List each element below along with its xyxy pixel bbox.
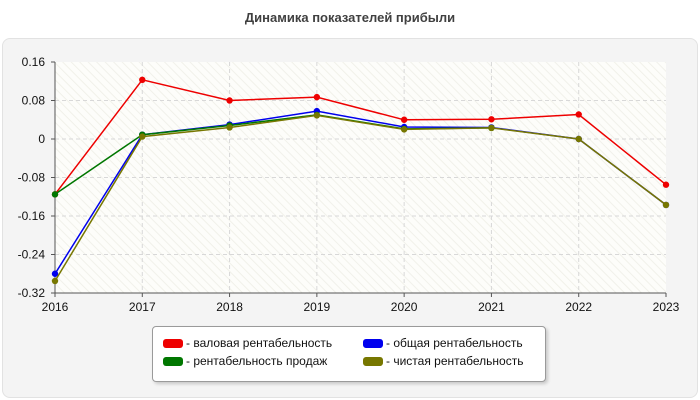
data-point — [226, 97, 233, 104]
y-tick-label: -0.08 — [18, 171, 46, 185]
data-point — [575, 111, 582, 118]
data-point — [51, 277, 59, 285]
data-point — [662, 201, 670, 209]
y-tick-label: 0 — [38, 132, 45, 146]
legend-item: - валовая рентабельность — [163, 335, 332, 351]
data-point — [488, 124, 495, 132]
legend-label: - рентабельность продаж — [186, 354, 328, 368]
y-tick-label: -0.16 — [18, 209, 46, 223]
x-tick-label: 2022 — [565, 300, 592, 314]
data-point — [51, 191, 59, 198]
data-point — [400, 126, 408, 133]
y-tick-label: 0.08 — [22, 94, 46, 108]
axes — [51, 61, 667, 297]
series-1 — [51, 76, 670, 198]
legend-swatch-red — [163, 338, 183, 348]
data-point — [488, 116, 495, 123]
legend: - валовая рентабельность - общая рентабе… — [152, 326, 546, 382]
x-tick-label: 2017 — [129, 300, 156, 314]
legend-item: - общая рентабельность — [363, 335, 523, 351]
y-tick-label: -0.32 — [18, 286, 46, 300]
data-point — [226, 124, 233, 131]
legend-swatch-blue — [363, 338, 383, 348]
legend-swatch-green — [163, 356, 183, 366]
data-point — [139, 76, 146, 84]
legend-label: - чистая рентабельность — [386, 354, 524, 368]
x-tick-label: 2019 — [304, 300, 331, 314]
series-line — [54, 114, 667, 282]
legend-label: - валовая рентабельность — [186, 336, 333, 350]
data-point — [400, 116, 408, 123]
data-point — [313, 112, 321, 119]
data-point — [51, 270, 59, 277]
y-tick-label: 0.16 — [22, 55, 46, 69]
data-point — [139, 133, 146, 140]
series-line — [54, 78, 667, 195]
x-tick-label: 2018 — [216, 300, 243, 314]
legend-item: - рентабельность продаж — [163, 353, 327, 369]
data-point — [575, 135, 582, 143]
data-point — [662, 181, 670, 188]
legend-label: - общая рентабельность — [386, 336, 523, 350]
series-lines — [51, 76, 670, 285]
series-4 — [51, 112, 670, 285]
data-point — [313, 93, 321, 101]
x-tick-label: 2021 — [478, 300, 505, 314]
legend-item: - чистая рентабельность — [363, 353, 523, 369]
x-tick-label: 2016 — [42, 300, 69, 314]
y-tick-label: -0.24 — [18, 248, 46, 262]
x-tick-label: 2020 — [391, 300, 418, 314]
legend-swatch-olive — [363, 356, 383, 366]
grid — [55, 62, 666, 293]
x-tick-label: 2023 — [653, 300, 680, 314]
chart-title: Динамика показателей прибыли — [244, 10, 456, 25]
